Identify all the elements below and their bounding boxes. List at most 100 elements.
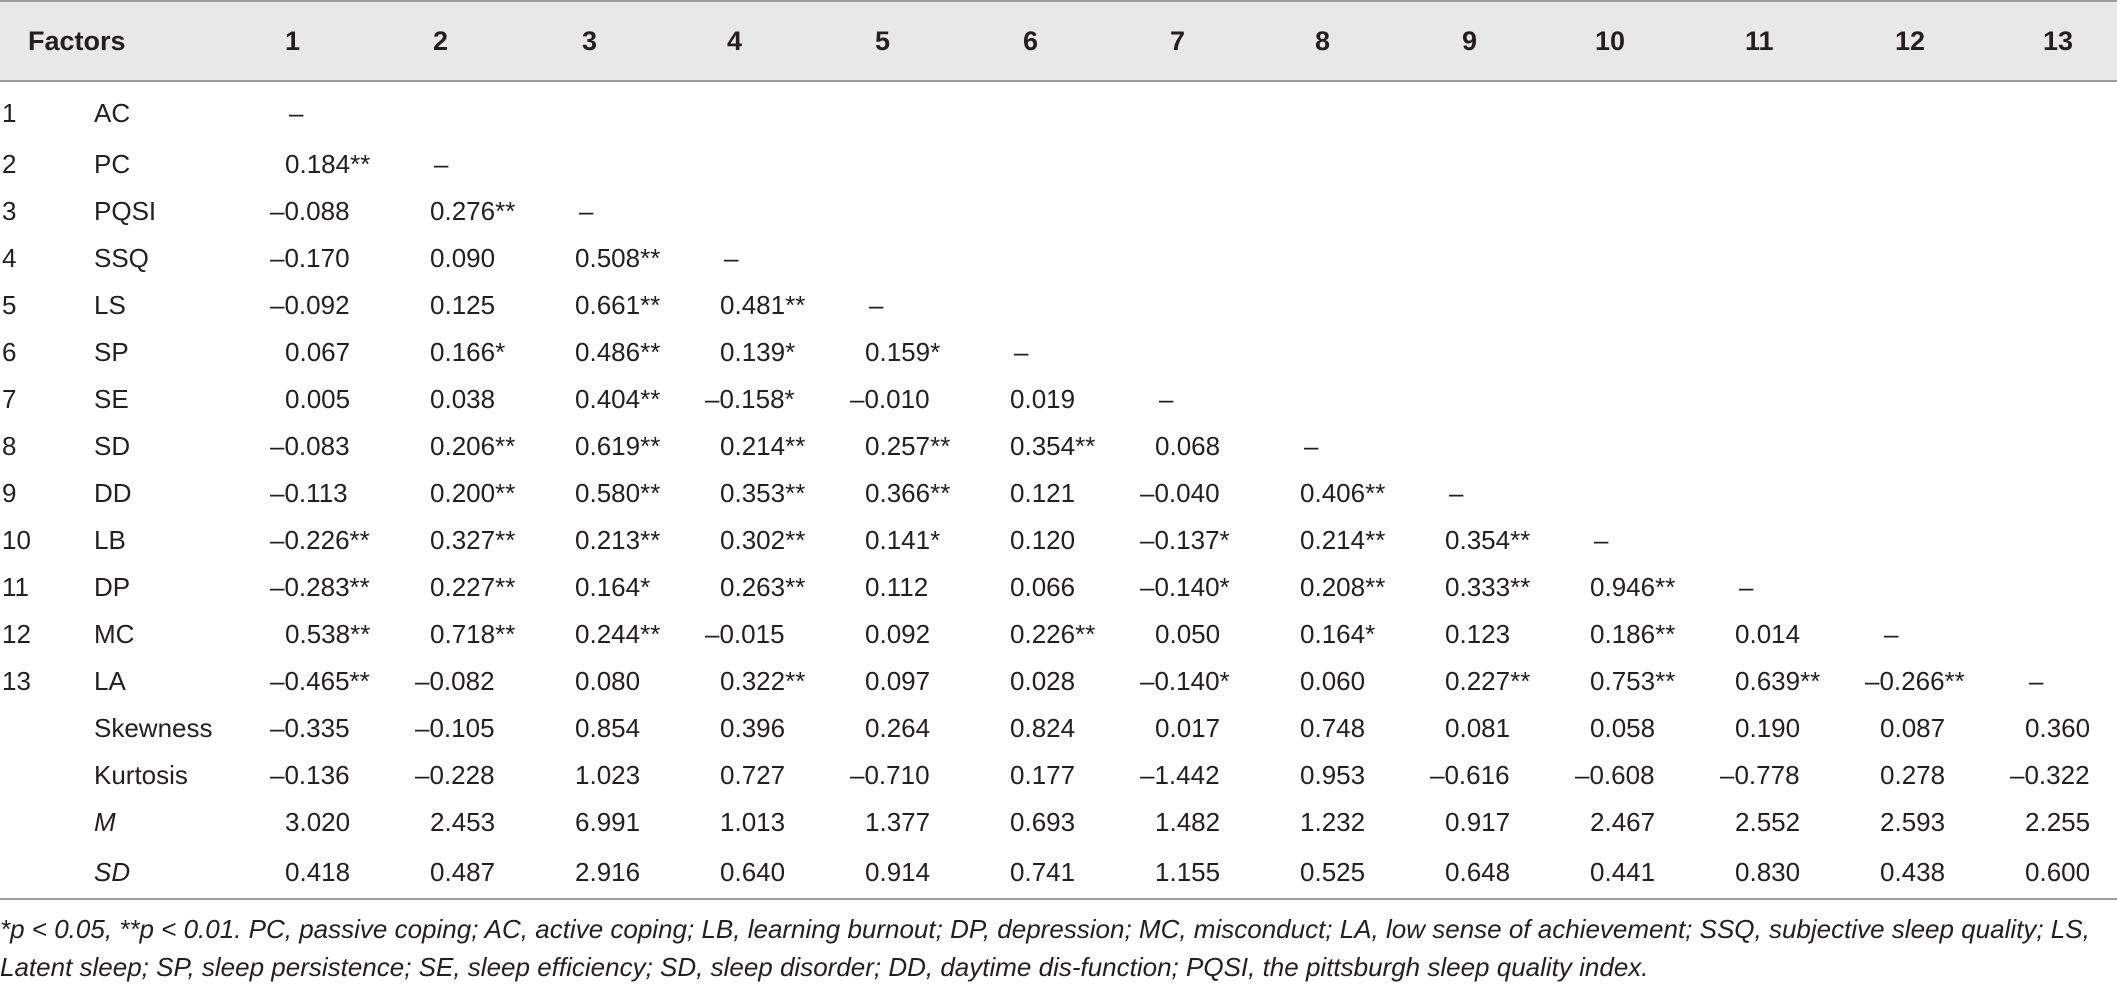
table-cell: –	[1594, 525, 1609, 555]
table-cell: –0.082	[415, 666, 495, 696]
row-index-label: 11	[2, 572, 29, 602]
row-index: 12	[0, 611, 70, 658]
table-cell	[705, 188, 850, 235]
table-cell: –0.608	[1575, 760, 1655, 790]
table-cell	[850, 188, 995, 235]
header-col-1: 1	[270, 0, 416, 82]
table-cell: –0.010	[850, 384, 930, 414]
table-row: 6 SP 0.067 0.166* 0.486** 0.139* 0.159* –	[0, 329, 2117, 376]
table-cell	[1720, 470, 1865, 517]
table-cell	[1430, 81, 1575, 141]
table-row: 10 LB –0.226** 0.327** 0.213** 0.302** 0.141* 0…	[0, 517, 2117, 564]
table-cell	[1285, 188, 1430, 235]
table-cell	[560, 81, 705, 141]
table-cell	[2010, 141, 2117, 188]
row-index	[0, 799, 70, 846]
table-cell: –0.465**	[270, 666, 370, 696]
table-cell	[1430, 141, 1575, 188]
table-cell: 0.019	[1010, 384, 1076, 414]
table-cell	[1285, 282, 1430, 329]
table-cell	[1430, 235, 1575, 282]
table-cell: 0.264	[865, 713, 931, 743]
table-cell: –0.322	[2010, 760, 2090, 790]
table-cell	[1865, 329, 2010, 376]
table-cell	[705, 141, 850, 188]
table-cell: 0.914	[850, 846, 996, 900]
table-cell: 1.377	[865, 807, 931, 837]
table-cell: 0.214**	[720, 431, 806, 461]
table-cell: 0.213**	[575, 525, 661, 555]
table-cell: –0.092	[270, 290, 350, 320]
table-cell: –	[1739, 572, 1754, 602]
row-index: 4	[0, 235, 70, 282]
table-row: M 3.020 2.453 6.991 1.013 1.377 0.693 1.482 1.23…	[0, 799, 2117, 846]
row-index-label: 8	[2, 431, 17, 461]
table-cell: –0.088	[270, 196, 350, 226]
table-cell	[1285, 141, 1430, 188]
table-cell: 0.693	[1010, 807, 1076, 837]
table-cell: 1.013	[720, 807, 786, 837]
table-cell: 0.360	[2025, 713, 2091, 743]
table-cell: 0.366**	[865, 478, 951, 508]
table-cell: 0.087	[1880, 713, 1946, 743]
table-cell	[1575, 282, 1720, 329]
table-cell	[1575, 188, 1720, 235]
table-cell	[2010, 470, 2117, 517]
table-cell: 0.227**	[1445, 666, 1531, 696]
table-cell	[1720, 517, 1865, 564]
table-cell: –0.140*	[1140, 666, 1230, 696]
row-factor-label: MC	[94, 619, 135, 649]
table-cell: 0.164*	[1300, 619, 1376, 649]
table-cell: –	[289, 98, 304, 128]
row-index-label: 2	[2, 149, 17, 179]
table-cell: 0.639**	[1735, 666, 1821, 696]
table-cell: –0.335	[270, 713, 350, 743]
table-cell	[2010, 81, 2117, 141]
table-cell	[1865, 376, 2010, 423]
table-cell: 0.060	[1300, 666, 1366, 696]
table-row: 11 DP –0.283** 0.227** 0.164* 0.263** 0.112 0.0…	[0, 564, 2117, 611]
table-cell: 0.354**	[1445, 525, 1531, 555]
row-factor-label: SD	[70, 846, 271, 900]
table-cell	[2010, 564, 2117, 611]
table-cell: 0.741	[995, 846, 1141, 900]
table-cell	[995, 81, 1140, 141]
table-cell: 0.396	[720, 713, 786, 743]
table-cell	[1140, 282, 1285, 329]
table-cell	[1720, 188, 1865, 235]
table-cell	[1430, 329, 1575, 376]
row-index	[0, 705, 70, 752]
table-cell: –	[1159, 384, 1174, 414]
header-factors: Factors	[0, 0, 271, 82]
table-cell	[1720, 282, 1865, 329]
table-cell	[1430, 188, 1575, 235]
table-cell: 0.481**	[720, 290, 806, 320]
table-cell	[995, 188, 1140, 235]
row-index-label: 5	[2, 290, 17, 320]
table-cell: 3.020	[285, 807, 351, 837]
table-cell: 0.166*	[430, 337, 506, 367]
table-cell: 0.206**	[430, 431, 516, 461]
table-cell: 0.354**	[1010, 431, 1096, 461]
row-index-label: 10	[2, 525, 31, 555]
table-cell: 0.090	[430, 243, 496, 273]
table-cell: 0.208**	[1300, 572, 1386, 602]
table-cell: 0.014	[1735, 619, 1801, 649]
table-row: 7 SE 0.005 0.038 0.404** –0.158* –0.010 0.019 –	[0, 376, 2117, 423]
table-cell: 0.227**	[430, 572, 516, 602]
row-factor-label: LB	[94, 525, 126, 555]
row-index: 7	[0, 376, 70, 423]
table-cell: 0.278	[1880, 760, 1946, 790]
table-row: 5 LS –0.092 0.125 0.661** 0.481** –	[0, 282, 2117, 329]
row-factor-label: PQSI	[94, 196, 157, 226]
table-cell: 1.155	[1140, 846, 1286, 900]
table-cell: –0.137*	[1140, 525, 1230, 555]
table-cell: 0.640	[705, 846, 851, 900]
row-index-label: 3	[2, 196, 17, 226]
table-cell: –0.266**	[1865, 666, 1965, 696]
table-cell: 0.005	[285, 384, 351, 414]
table-cell	[1575, 329, 1720, 376]
table-cell: –	[724, 243, 739, 273]
table-cell	[1575, 81, 1720, 141]
row-index-label: 12	[2, 619, 31, 649]
